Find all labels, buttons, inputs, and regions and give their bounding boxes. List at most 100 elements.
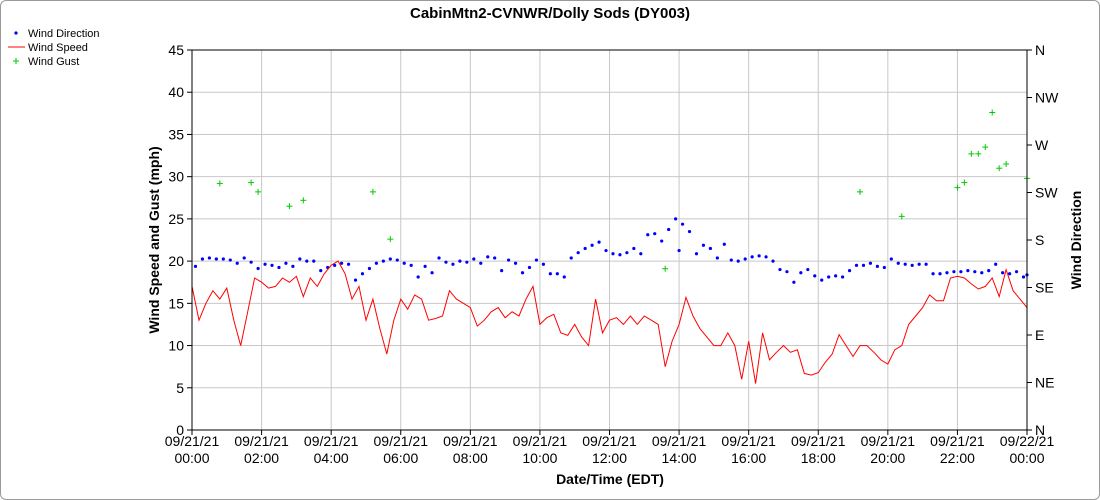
wind-gust-point bbox=[248, 179, 255, 186]
wind-direction-point bbox=[270, 263, 274, 267]
wind-direction-point bbox=[486, 255, 490, 259]
wind-direction-point bbox=[674, 217, 678, 221]
y2-tick-label: S bbox=[1035, 232, 1044, 248]
wind-direction-point bbox=[882, 265, 886, 270]
wind-direction-point bbox=[360, 272, 365, 276]
wind-direction-point bbox=[1008, 272, 1012, 276]
y-tick-label: 35 bbox=[168, 126, 184, 142]
wind-direction-point bbox=[367, 266, 372, 271]
y2-tick-label: W bbox=[1035, 137, 1049, 153]
wind-direction-point bbox=[653, 232, 657, 236]
legend-label: Wind Speed bbox=[28, 42, 88, 54]
wind-direction-point bbox=[799, 271, 803, 275]
wind-direction-point bbox=[646, 233, 650, 237]
wind-direction-point bbox=[402, 261, 406, 265]
x-tick-time: 06:00 bbox=[383, 450, 418, 466]
wind-direction-point bbox=[987, 269, 991, 273]
wind-direction-point bbox=[854, 263, 859, 267]
wind-direction-point bbox=[340, 261, 344, 265]
x-tick-date: 09/21/21 bbox=[234, 433, 289, 449]
y2-axis-ticks: N NE E SE S SW W NW N bbox=[1027, 42, 1059, 438]
wind-direction-point bbox=[1021, 275, 1026, 279]
x-tick-date: 09/21/21 bbox=[165, 433, 220, 449]
wind-direction-point bbox=[472, 257, 476, 261]
wind-direction-point bbox=[889, 257, 893, 261]
wind-gust-point bbox=[954, 184, 961, 191]
wind-direction-point bbox=[736, 259, 740, 263]
y-tick-label: 5 bbox=[176, 380, 184, 396]
wind-direction-point bbox=[395, 258, 399, 262]
wind-direction-point bbox=[625, 251, 629, 255]
wind-direction-point bbox=[945, 271, 949, 275]
y2-tick-label: SW bbox=[1035, 185, 1058, 201]
wind-direction-point bbox=[667, 227, 671, 232]
wind-direction-point bbox=[597, 240, 601, 244]
wind-direction-point bbox=[493, 256, 497, 260]
wind-direction-point bbox=[576, 251, 580, 255]
wind-direction-point bbox=[639, 252, 643, 256]
x-tick-date: 09/21/21 bbox=[374, 433, 429, 449]
wind-direction-point bbox=[694, 252, 699, 256]
x-tick-time: 04:00 bbox=[314, 450, 349, 466]
wind-direction-point bbox=[291, 264, 295, 268]
wind-direction-point bbox=[437, 256, 441, 260]
wind-direction-point bbox=[792, 280, 796, 284]
legend-item: Wind Speed bbox=[8, 42, 88, 54]
y-axis-title: Wind Speed and Gust (mph) bbox=[146, 146, 162, 333]
wind-direction-point bbox=[388, 257, 392, 261]
wind-direction-point bbox=[708, 246, 712, 251]
wind-direction-point bbox=[680, 222, 685, 226]
wind-direction-point bbox=[750, 255, 754, 259]
x-axis-title: Date/Time (EDT) bbox=[556, 471, 664, 487]
wind-direction-point bbox=[458, 259, 462, 263]
y-tick-label: 10 bbox=[168, 338, 184, 354]
x-tick-date: 09/21/21 bbox=[304, 433, 359, 449]
wind-direction-point bbox=[903, 262, 907, 266]
wind-direction-point bbox=[451, 262, 455, 266]
wind-direction-point bbox=[841, 275, 845, 279]
x-tick-date: 09/21/21 bbox=[582, 433, 637, 449]
wind-direction-point bbox=[924, 262, 928, 266]
wind-direction-point bbox=[256, 266, 260, 271]
y2-tick-label: NE bbox=[1035, 375, 1054, 391]
wind-direction-point bbox=[333, 263, 337, 267]
wind-direction-point bbox=[764, 255, 768, 259]
wind-direction-point bbox=[465, 260, 469, 264]
wind-direction-point bbox=[312, 259, 316, 263]
wind-direction-point bbox=[785, 270, 789, 274]
wind-direction-point bbox=[284, 261, 288, 265]
y2-tick-label: SE bbox=[1035, 280, 1054, 296]
wind-direction-point bbox=[847, 269, 852, 273]
legend-label: Wind Gust bbox=[28, 56, 79, 68]
wind-direction-point bbox=[541, 262, 545, 266]
wind-direction-point bbox=[813, 274, 817, 278]
wind-direction-point bbox=[569, 256, 573, 260]
wind-direction-point bbox=[994, 262, 998, 266]
y2-tick-label: N bbox=[1035, 422, 1045, 438]
y-tick-label: 25 bbox=[168, 211, 184, 227]
wind-direction-point bbox=[910, 263, 914, 267]
wind-direction-point bbox=[507, 258, 511, 262]
wind-direction-point bbox=[1001, 271, 1005, 275]
wind-direction-point bbox=[952, 270, 956, 274]
wind-direction-point bbox=[834, 274, 838, 278]
wind-direction-point bbox=[214, 257, 218, 261]
x-tick-date: 09/21/21 bbox=[513, 433, 568, 449]
wind-gust-point bbox=[968, 150, 975, 157]
y-tick-label: 45 bbox=[168, 42, 184, 58]
wind-direction-point bbox=[611, 252, 615, 256]
y-tick-label: 20 bbox=[168, 253, 184, 269]
wind-direction-point bbox=[743, 257, 747, 261]
wind-direction-point bbox=[868, 261, 873, 265]
x-tick-time: 10:00 bbox=[522, 450, 557, 466]
wind-gust-point bbox=[857, 188, 863, 195]
wind-direction-point bbox=[409, 263, 413, 267]
x-tick-time: 20:00 bbox=[870, 450, 905, 466]
wind-gust-point bbox=[996, 165, 1003, 172]
y-tick-label: 40 bbox=[168, 84, 184, 100]
wind-direction-point bbox=[513, 261, 518, 265]
wind-direction-point bbox=[701, 243, 706, 247]
y2-axis-title: Wind Direction bbox=[1068, 191, 1084, 290]
wind-direction-point bbox=[771, 259, 775, 263]
